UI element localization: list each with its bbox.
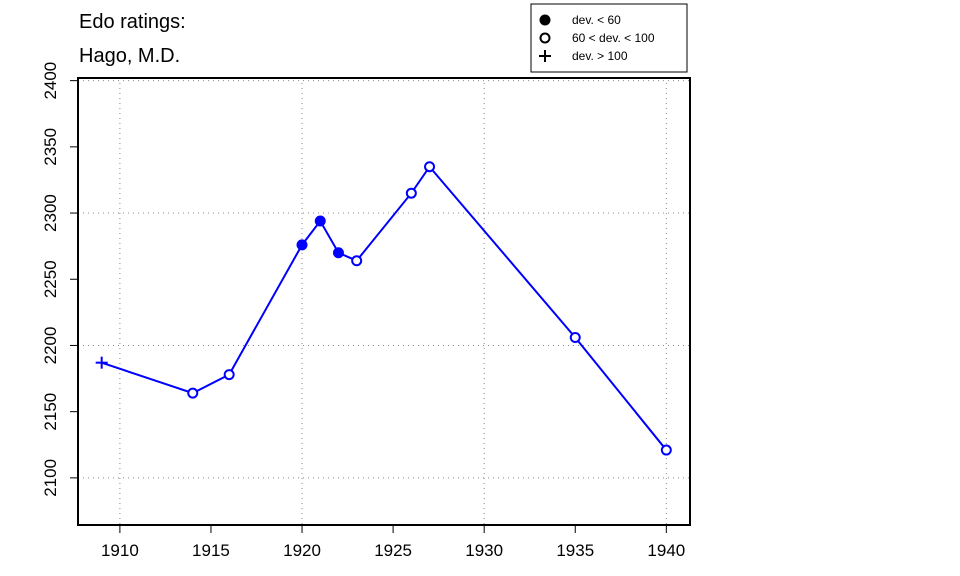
y-tick-label: 2250 — [41, 260, 60, 298]
marker-open — [405, 187, 417, 199]
marker-filled — [296, 239, 308, 251]
x-tick-label: 1920 — [283, 541, 321, 560]
marker-plus — [539, 50, 551, 62]
x-tick-label: 1925 — [374, 541, 412, 560]
x-tick-label: 1940 — [647, 541, 685, 560]
marker-open — [187, 387, 199, 399]
marker-open — [660, 444, 672, 456]
marker-open — [539, 32, 551, 44]
x-tick-label: 1915 — [192, 541, 230, 560]
marker-open — [424, 161, 436, 173]
legend-label: dev. < 60 — [572, 13, 621, 27]
legend-label: 60 < dev. < 100 — [572, 31, 655, 45]
y-tick-label: 2300 — [41, 194, 60, 232]
marker-filled — [539, 14, 551, 26]
marker-open — [223, 369, 235, 381]
x-tick-label: 1930 — [465, 541, 503, 560]
y-tick-label: 2100 — [41, 459, 60, 497]
x-tick-label: 1910 — [101, 541, 139, 560]
y-tick-label: 2400 — [41, 62, 60, 100]
marker-filled — [314, 215, 326, 227]
y-tick-label: 2350 — [41, 128, 60, 166]
marker-open — [351, 255, 363, 267]
y-tick-label: 2200 — [41, 327, 60, 365]
title-line: Hago, M.D. — [79, 45, 180, 67]
legend-label: dev. > 100 — [572, 49, 628, 63]
marker-filled — [332, 247, 344, 259]
x-tick-label: 1935 — [556, 541, 594, 560]
series-line — [101, 165, 668, 451]
plot-frame — [77, 77, 691, 526]
title-line: Edo ratings: — [79, 11, 186, 33]
marker-open — [569, 332, 581, 344]
marker-plus — [95, 356, 108, 369]
legend-box — [530, 3, 688, 73]
y-tick-label: 2150 — [41, 393, 60, 431]
